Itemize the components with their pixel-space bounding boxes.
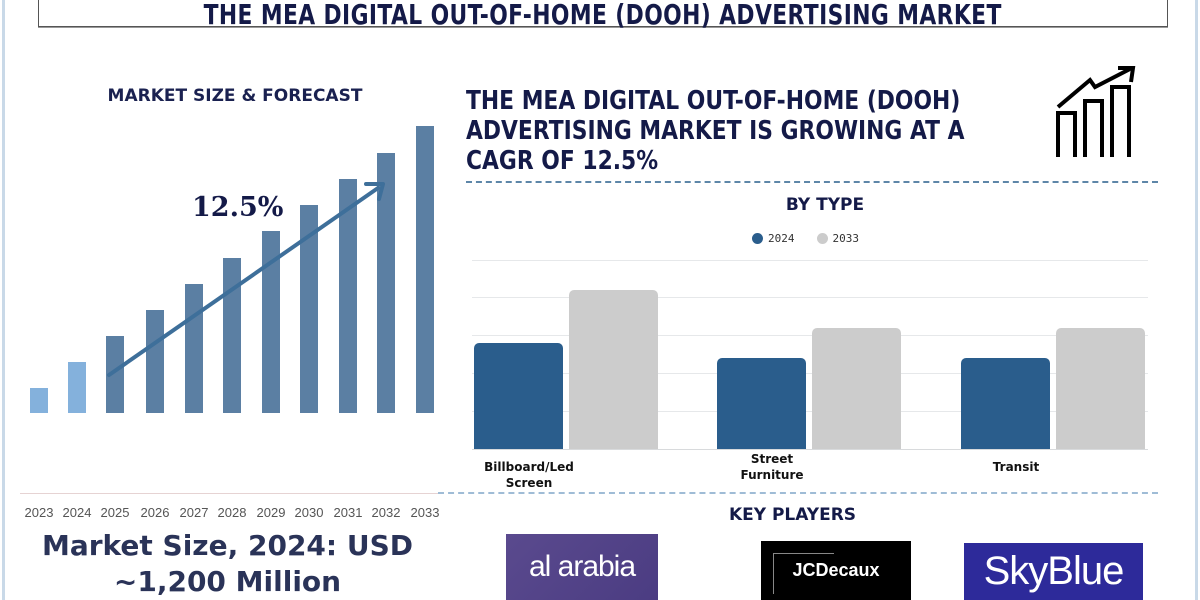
logo-jcdecaux-text: JCDecaux — [792, 560, 880, 580]
bar-street-furniture-2024 — [717, 358, 806, 449]
logo-frame-decoration — [773, 553, 834, 594]
chart-baseline — [472, 449, 1148, 450]
bar-2026 — [146, 310, 164, 413]
legend-item-2033: 2033 — [816, 232, 860, 245]
logo-jcdecaux: JCDecaux — [761, 541, 911, 600]
year-label-2025: 2025 — [100, 505, 130, 520]
year-label-2030: 2030 — [294, 505, 324, 520]
growth-chart-icon — [1056, 66, 1136, 157]
bar-transit-2024 — [961, 358, 1050, 449]
bar-2029 — [262, 231, 280, 413]
headline-line-2: ADVERTISING MARKET IS GROWING AT A — [466, 116, 965, 146]
gridline — [472, 335, 1148, 336]
year-label-2033: 2033 — [410, 505, 440, 520]
legend-label-2024: 2024 — [768, 232, 795, 245]
gridline — [472, 411, 1148, 412]
legend-label-2033: 2033 — [832, 232, 860, 245]
cagr-label: 12.5% — [192, 192, 284, 223]
frame-left-border — [2, 0, 5, 600]
gridline — [472, 297, 1148, 298]
bar-2033 — [416, 126, 434, 413]
gridline — [472, 373, 1148, 374]
category-label: Street Furniture — [740, 452, 804, 482]
year-label-2024: 2024 — [62, 505, 92, 520]
bar-2024 — [68, 362, 86, 413]
page-title: THE MEA DIGITAL OUT-OF-HOME (DOOH) ADVER… — [203, 0, 1003, 31]
frame-right-border — [1195, 0, 1198, 600]
logo-al-arabia-text: al arabia — [528, 550, 636, 583]
bar-2023 — [30, 388, 48, 413]
year-label-2026: 2026 — [140, 505, 170, 520]
divider-bottom — [438, 492, 1158, 494]
headline-line-3: CAGR OF 12.5% — [466, 146, 659, 176]
bar-2031 — [339, 179, 357, 413]
bar-street-furniture-2033 — [812, 328, 901, 449]
bar-transit-2033 — [1056, 328, 1145, 449]
logo-skyblue: SkyBlue — [964, 543, 1143, 600]
bar-billboard-led-screen-2024 — [474, 343, 563, 449]
bar-2028 — [223, 258, 241, 413]
logo-skyblue-text: SkyBlue — [983, 549, 1125, 593]
headline-line-1: THE MEA DIGITAL OUT-OF-HOME (DOOH) — [466, 86, 961, 116]
logo-al-arabia: al arabia — [506, 534, 658, 600]
key-players-heading: KEY PLAYERS — [728, 505, 857, 525]
year-label-2023: 2023 — [24, 505, 54, 520]
divider-top — [466, 181, 1158, 183]
category-label: Transit — [992, 460, 1040, 474]
bar-2032 — [377, 153, 395, 413]
chart-legend: 2024 2033 — [752, 232, 875, 245]
bar-2030 — [300, 205, 318, 413]
market-forecast-chart: 2023 2024 2025 2026 2027 2028 2029 2030 2031 2032… — [0, 0, 460, 520]
market-size-line-1: Market Size, 2024: USD — [41, 529, 413, 562]
year-label-2031: 2031 — [333, 505, 363, 520]
by-type-heading: BY TYPE — [785, 195, 865, 215]
market-size-line-2: ~1,200 Million — [113, 565, 342, 598]
bar-2027 — [185, 284, 203, 413]
gridline — [472, 260, 1148, 261]
year-label-2028: 2028 — [217, 505, 247, 520]
legend-item-2024: 2024 — [752, 232, 795, 245]
title-banner: THE MEA DIGITAL OUT-OF-HOME (DOOH) ADVER… — [38, 0, 1168, 31]
legend-dot-2033 — [816, 233, 828, 244]
market-size-text: Market Size, 2024: USD ~1,200 Million — [0, 528, 455, 600]
headline: THE MEA DIGITAL OUT-OF-HOME (DOOH) ADVER… — [466, 86, 970, 176]
year-label-2027: 2027 — [179, 505, 209, 520]
year-label-2032: 2032 — [371, 505, 401, 520]
market-forecast-heading: MARKET SIZE & FORECAST — [107, 86, 363, 106]
legend-dot-2024 — [752, 233, 763, 244]
bar-2025 — [106, 336, 124, 413]
chart-baseline — [20, 493, 438, 494]
year-label-2029: 2029 — [256, 505, 286, 520]
category-label: Billboard/Led Screen — [484, 460, 574, 490]
bar-billboard-led-screen-2033 — [569, 290, 658, 449]
